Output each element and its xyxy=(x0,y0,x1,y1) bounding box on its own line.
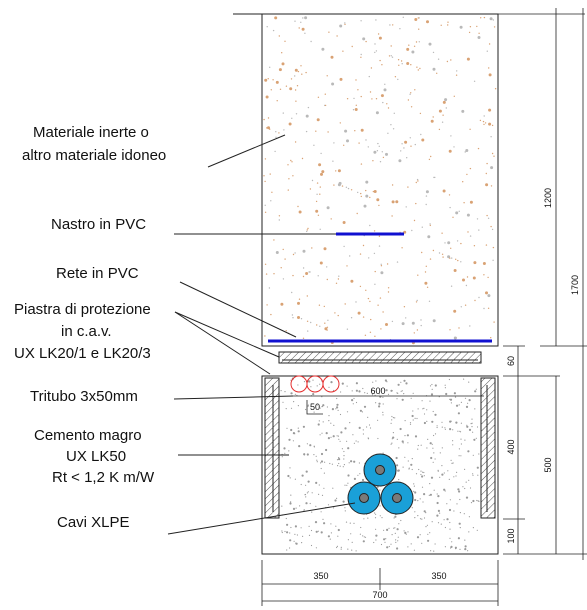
dim-50-bracket xyxy=(306,400,323,415)
dim-350-right: 350 xyxy=(431,571,446,581)
right-dimension-lines xyxy=(430,8,587,560)
label-cables: Cavi XLPE xyxy=(57,514,130,531)
tritubo-pipe xyxy=(322,375,340,393)
label-concrete-line2: UX LK50 xyxy=(66,448,126,465)
dim-50: 50 xyxy=(310,402,320,412)
backfill-speckles xyxy=(263,16,497,345)
dim-400: 400 xyxy=(506,439,516,454)
dim-100: 100 xyxy=(506,528,516,543)
dim-500: 500 xyxy=(543,457,553,472)
dim-350-left: 350 xyxy=(313,571,328,581)
label-fill-line1: Materiale inerte o xyxy=(33,124,149,141)
label-tritubo: Tritubo 3x50mm xyxy=(30,388,138,405)
backfill-zone xyxy=(261,13,499,347)
label-net: Rete in PVC xyxy=(56,265,139,282)
cable-group xyxy=(347,453,414,515)
dim-600: 600 xyxy=(370,386,385,396)
protection-plate xyxy=(278,351,482,364)
bottom-dimension-lines xyxy=(261,560,499,606)
label-concrete-line3: Rt < 1,2 K m/W xyxy=(52,469,155,486)
side-wall-left xyxy=(264,377,280,519)
side-wall-right xyxy=(480,377,496,519)
cable-core xyxy=(359,493,369,503)
dim-1200: 1200 xyxy=(543,188,553,208)
dim-1700: 1700 xyxy=(570,275,580,295)
label-fill-line2: altro materiale idoneo xyxy=(22,147,166,164)
cable-core xyxy=(375,465,385,475)
label-plate-line2: in c.a.v. xyxy=(61,323,112,340)
dim-60: 60 xyxy=(506,356,516,366)
leader-lines xyxy=(167,134,356,535)
label-plate-line3: UX LK20/1 e LK20/3 xyxy=(14,345,151,362)
cable-core xyxy=(392,493,402,503)
concrete-speckles xyxy=(280,377,480,552)
label-concrete-line1: Cemento magro xyxy=(34,427,142,444)
dim-700: 700 xyxy=(372,590,387,600)
label-plate-line1: Piastra di protezione xyxy=(14,301,151,318)
label-tape: Nastro in PVC xyxy=(51,216,146,233)
